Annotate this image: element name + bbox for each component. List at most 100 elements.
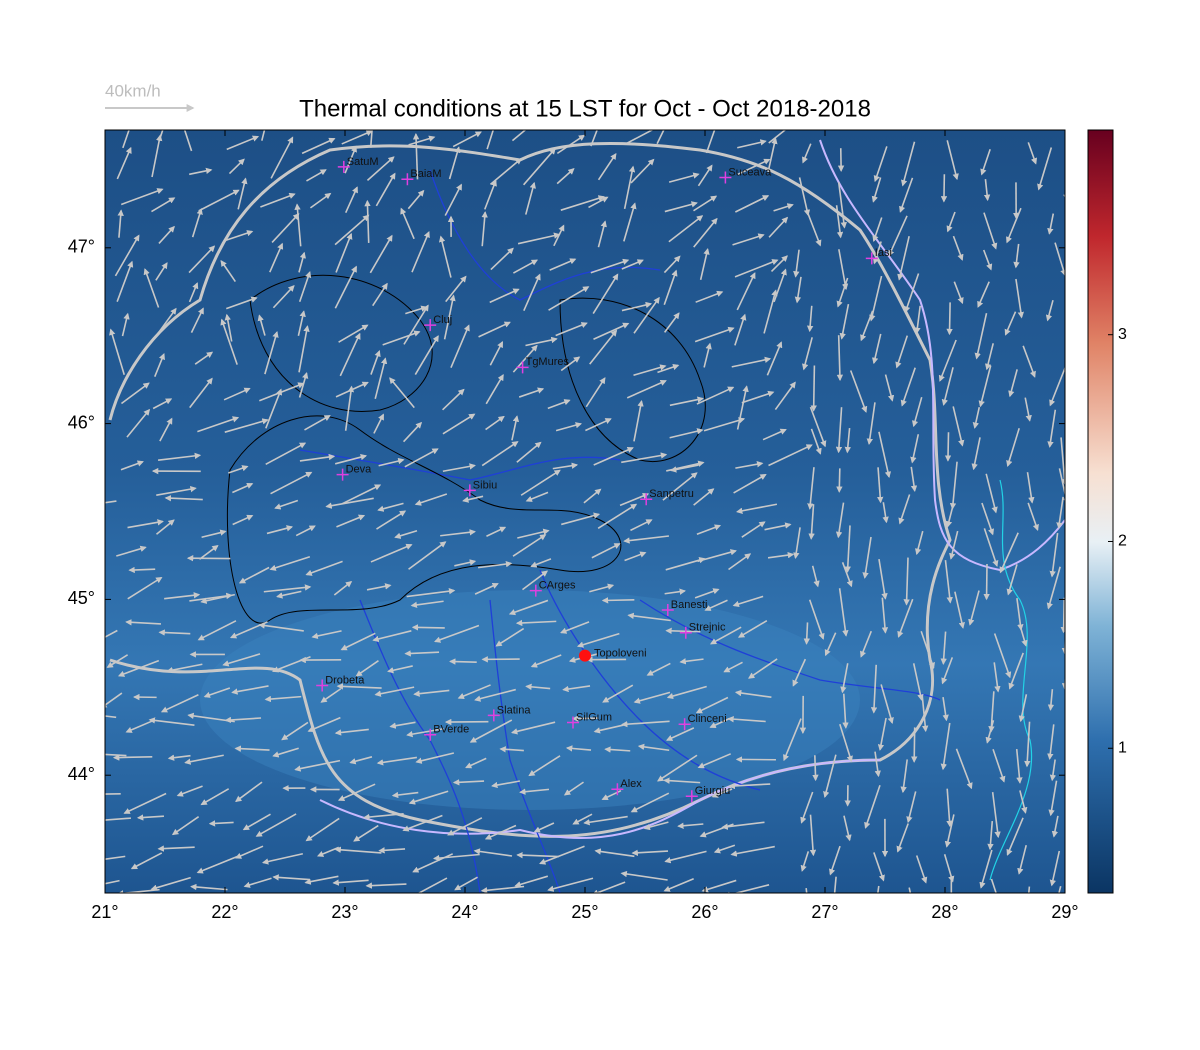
wind-arrow bbox=[556, 134, 586, 155]
station-marker bbox=[316, 679, 329, 692]
wind-arrow bbox=[983, 528, 999, 567]
wind-arrow bbox=[723, 884, 770, 893]
wind-arrow bbox=[222, 653, 261, 667]
wind-arrow bbox=[736, 272, 756, 311]
wind-arrow bbox=[728, 553, 752, 571]
wind-arrow bbox=[801, 337, 813, 371]
y-tick-label: 44° bbox=[68, 764, 95, 784]
wind-arrow bbox=[1016, 598, 1024, 631]
wind-arrow bbox=[183, 130, 193, 152]
wind-arrow bbox=[378, 457, 405, 467]
wind-arrow bbox=[304, 415, 331, 431]
wind-arrow bbox=[833, 876, 837, 893]
station-label: Suceava bbox=[728, 166, 772, 178]
wind-arrow bbox=[387, 665, 413, 674]
wind-arrow bbox=[794, 276, 802, 304]
wind-arrow bbox=[666, 685, 707, 700]
wind-arrow bbox=[697, 753, 731, 769]
wind-arrow bbox=[226, 135, 260, 151]
wind-arrow bbox=[669, 396, 704, 407]
highlight-label: Topoloveni bbox=[594, 648, 647, 660]
wind-arrow bbox=[993, 662, 1001, 693]
wind-arrow bbox=[402, 814, 443, 832]
wind-arrow bbox=[374, 357, 388, 400]
wind-arrow bbox=[723, 661, 743, 673]
wind-arrow bbox=[864, 784, 881, 829]
wind-arrow bbox=[553, 224, 565, 247]
wind-arrow bbox=[770, 255, 788, 273]
wind-arrow bbox=[151, 134, 163, 178]
wind-arrow bbox=[334, 453, 368, 465]
wind-arrow bbox=[711, 788, 733, 798]
wind-arrow bbox=[294, 203, 302, 247]
wind-arrow bbox=[621, 452, 668, 464]
wind-arrow bbox=[812, 755, 819, 782]
wind-arrow bbox=[410, 600, 444, 609]
wind-arrow bbox=[764, 522, 792, 531]
wind-arrow bbox=[355, 660, 379, 677]
wind-arrow bbox=[809, 406, 827, 448]
wind-arrow bbox=[338, 324, 369, 343]
wind-arrow bbox=[1027, 502, 1039, 531]
wind-arrow bbox=[305, 817, 340, 842]
wind-arrow bbox=[732, 595, 764, 608]
wind-arrow bbox=[105, 715, 117, 719]
wind-arrow bbox=[630, 792, 670, 813]
wind-arrow bbox=[592, 273, 619, 314]
wind-arrow bbox=[565, 745, 592, 752]
wind-arrow bbox=[870, 664, 878, 714]
wind-arrow bbox=[836, 335, 844, 382]
wind-arrow bbox=[105, 855, 126, 861]
wind-arrow bbox=[597, 220, 607, 248]
wind-arrow bbox=[462, 495, 484, 503]
wind-arrow bbox=[136, 814, 164, 821]
wind-arrow bbox=[793, 527, 801, 560]
wind-arrow bbox=[188, 282, 199, 303]
wind-arrow bbox=[372, 630, 412, 643]
wind-arrow bbox=[972, 406, 981, 429]
station-label: Deva bbox=[346, 463, 373, 475]
wind-arrow bbox=[224, 230, 254, 242]
wind-arrow bbox=[1017, 844, 1027, 875]
wind-arrow bbox=[763, 289, 778, 334]
wind-arrow bbox=[389, 721, 416, 729]
wind-arrow bbox=[365, 882, 407, 889]
station-label: Iasi bbox=[875, 247, 892, 259]
wind-arrow bbox=[266, 525, 294, 535]
wind-arrow bbox=[597, 503, 638, 529]
wind-arrow bbox=[590, 130, 598, 147]
wind-arrow bbox=[983, 212, 998, 250]
wind-arrow bbox=[999, 532, 1019, 574]
wind-arrow bbox=[563, 781, 584, 796]
wind-arrow bbox=[243, 877, 272, 888]
wind-arrow bbox=[155, 262, 168, 281]
wind-arrow bbox=[512, 534, 547, 557]
wind-arrow bbox=[663, 255, 681, 274]
wind-arrow bbox=[1027, 142, 1038, 165]
wind-arrow bbox=[128, 566, 156, 574]
wind-arrow bbox=[938, 339, 957, 382]
colorbar-tick-label: 2 bbox=[1118, 533, 1127, 550]
wind-arrow bbox=[946, 788, 953, 828]
wind-arrow bbox=[369, 130, 373, 148]
wind-arrow bbox=[518, 387, 545, 398]
wind-arrow bbox=[1015, 278, 1025, 319]
station-label: Slatina bbox=[497, 704, 532, 716]
wind-arrow bbox=[734, 195, 770, 213]
station-label: Alex bbox=[620, 778, 642, 790]
wind-arrow bbox=[404, 650, 440, 657]
wind-arrow bbox=[234, 745, 270, 752]
x-tick-label: 26° bbox=[691, 902, 718, 922]
station-label: Banesti bbox=[671, 599, 708, 611]
wind-arrow bbox=[276, 590, 302, 599]
wind-arrow bbox=[981, 502, 995, 536]
wind-arrow bbox=[946, 140, 959, 181]
wind-arrow bbox=[773, 268, 787, 303]
wind-arrow bbox=[669, 428, 704, 439]
wind-arrow bbox=[408, 541, 447, 570]
wind-arrow bbox=[1060, 437, 1065, 486]
wind-arrow bbox=[238, 566, 270, 584]
wind-arrow bbox=[200, 788, 230, 806]
x-tick-label: 22° bbox=[211, 902, 238, 922]
wind-arrow bbox=[872, 241, 882, 265]
